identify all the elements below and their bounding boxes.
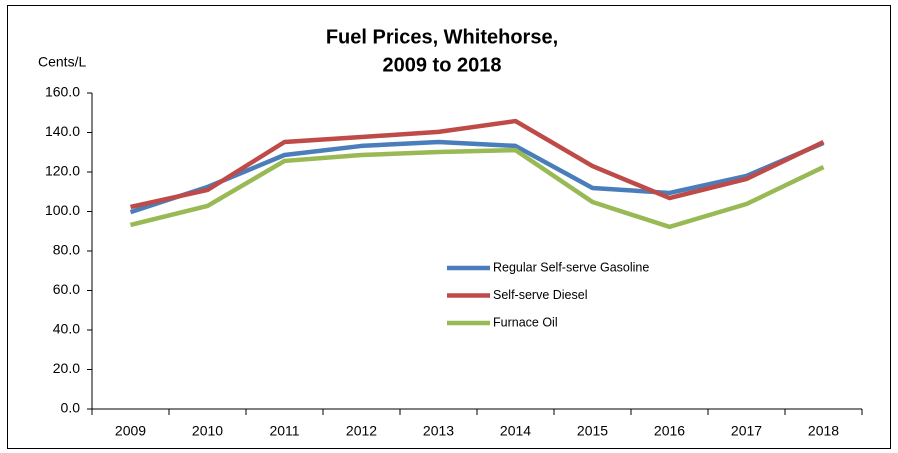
y-tick-label: 40.0 <box>53 321 80 337</box>
chart-frame <box>7 5 891 449</box>
x-tick-label: 2018 <box>808 423 839 439</box>
y-tick-label: 60.0 <box>53 281 80 297</box>
y-tick-label: 0.0 <box>61 400 81 416</box>
series-line <box>129 147 825 230</box>
chart-title: Fuel Prices, Whitehorse, <box>326 26 558 48</box>
y-tick-label: 120.0 <box>45 163 80 179</box>
x-tick-label: 2017 <box>731 423 762 439</box>
x-tick-label: 2011 <box>269 423 299 439</box>
series-line <box>130 118 825 210</box>
y-tick-label: 140.0 <box>45 123 80 139</box>
x-tick-label: 2010 <box>192 423 223 439</box>
x-tick-label: 2012 <box>346 423 377 439</box>
y-tick-label: 20.0 <box>53 360 80 376</box>
legend-label: Self-serve Diesel <box>493 288 587 302</box>
legend-label: Furnace Oil <box>493 315 558 329</box>
x-tick-label: 2013 <box>423 423 454 439</box>
x-tick-label: 2016 <box>654 423 685 439</box>
x-tick-label: 2014 <box>500 423 531 439</box>
series-line <box>129 139 825 215</box>
x-tick-label: 2015 <box>577 423 608 439</box>
x-tick-label: 2009 <box>115 423 146 439</box>
chart-title: 2009 to 2018 <box>383 54 502 76</box>
y-tick-label: 100.0 <box>45 202 80 218</box>
legend-label: Regular Self-serve Gasoline <box>493 260 649 274</box>
y-tick-label: 160.0 <box>45 84 80 100</box>
y-tick-label: 80.0 <box>53 242 80 258</box>
y-axis-label: Cents/L <box>38 54 86 70</box>
